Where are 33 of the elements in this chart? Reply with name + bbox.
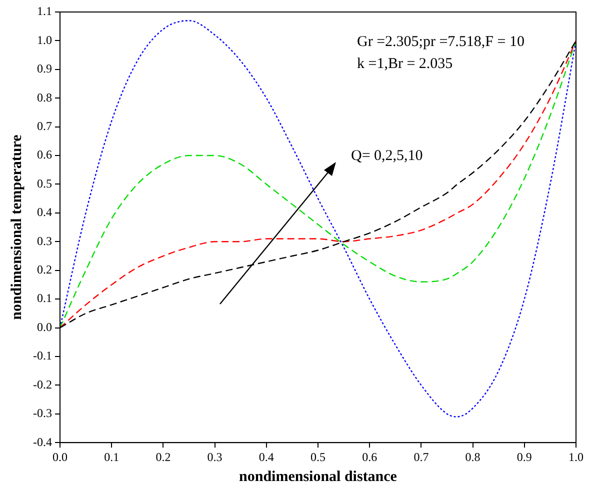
y-tick-label: 1.1 xyxy=(36,4,52,18)
x-tick-label: 0.0 xyxy=(52,450,68,464)
annotation: k =1,Br = 2.035 xyxy=(357,56,453,73)
x-tick-label: 0.1 xyxy=(104,450,120,464)
annotation: Q= 0,2,5,10 xyxy=(351,148,423,165)
x-tick-label: 0.7 xyxy=(414,450,429,464)
y-tick-label: 0.0 xyxy=(36,320,52,334)
y-tick-label: 0.1 xyxy=(36,291,52,306)
x-tick-label: 0.4 xyxy=(258,450,274,464)
y-tick-label: 0.8 xyxy=(36,90,52,104)
x-tick-label: 1.0 xyxy=(568,450,584,464)
line-series xyxy=(60,20,576,418)
x-tick-label: 0.6 xyxy=(362,450,378,464)
x-tick-label: 0.8 xyxy=(465,450,480,464)
y-tick-label: 0.4 xyxy=(36,205,52,220)
y-tick-label: -0.4 xyxy=(32,434,52,449)
y-tick-label: -0.2 xyxy=(32,377,52,392)
x-tick-label: 0.9 xyxy=(516,450,532,464)
y-axis-title: nondimensional temperature xyxy=(8,134,25,320)
y-tick-label: 0.3 xyxy=(36,234,52,248)
x-tick-label: 0.2 xyxy=(156,450,171,464)
y-tick-label: 0.5 xyxy=(36,176,52,190)
y-tick-label: -0.3 xyxy=(32,406,52,420)
x-axis-title: nondimensional distance xyxy=(239,468,398,485)
y-tick-label: 0.6 xyxy=(36,148,52,162)
y-tick-label: 0.7 xyxy=(36,118,52,133)
y-tick-label: -0.1 xyxy=(32,348,52,363)
x-tick-label: 0.3 xyxy=(207,450,222,464)
x-tick-label: 0.5 xyxy=(310,450,326,464)
y-tick-label: 1.0 xyxy=(36,32,52,47)
annotation: Gr =2.305;pr =7.518,F = 10 xyxy=(357,34,524,51)
y-tick-label: 0.9 xyxy=(36,62,52,76)
y-tick-label: 0.2 xyxy=(36,262,52,277)
